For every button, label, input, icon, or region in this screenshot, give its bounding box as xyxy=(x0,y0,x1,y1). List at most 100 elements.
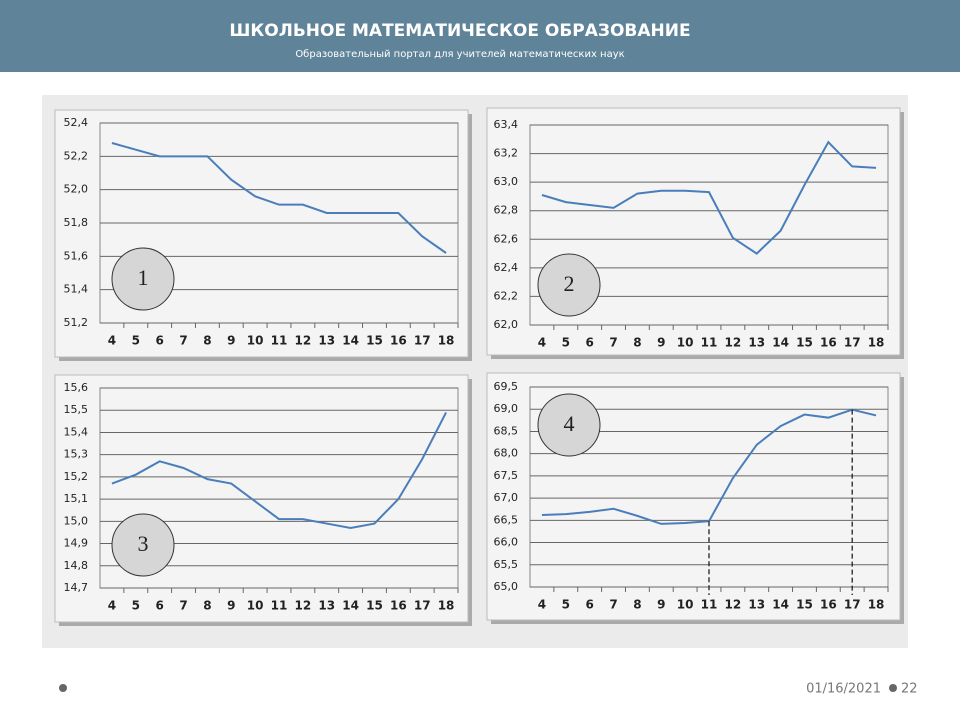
x-tick-label: 17 xyxy=(844,598,861,612)
x-tick-label: 7 xyxy=(609,336,617,350)
y-tick-label: 63,2 xyxy=(494,147,519,160)
x-tick-label: 10 xyxy=(247,334,264,348)
x-tick-label: 15 xyxy=(366,334,383,348)
x-tick-label: 14 xyxy=(772,598,789,612)
y-tick-label: 62,2 xyxy=(494,289,519,302)
x-tick-label: 8 xyxy=(633,598,641,612)
x-tick-label: 4 xyxy=(538,336,546,350)
y-tick-label: 51,4 xyxy=(64,283,89,296)
data-line xyxy=(541,408,877,525)
y-tick-label: 15,2 xyxy=(64,470,89,483)
y-tick-label: 62,4 xyxy=(494,261,519,274)
y-tick-label: 52,0 xyxy=(64,183,89,196)
x-tick-label: 11 xyxy=(271,599,288,613)
y-tick-label: 15,0 xyxy=(64,514,89,527)
footer-dot xyxy=(59,684,67,692)
y-tick-label: 62,0 xyxy=(494,318,519,331)
x-tick-label: 15 xyxy=(796,598,813,612)
x-tick-label: 10 xyxy=(247,599,264,613)
x-tick-label: 13 xyxy=(748,336,765,350)
header-subtitle: Образовательный портал для учителей мате… xyxy=(295,49,624,60)
x-tick-label: 14 xyxy=(772,336,789,350)
x-tick-label: 4 xyxy=(108,599,116,613)
y-tick-label: 63,4 xyxy=(494,118,519,131)
x-tick-label: 9 xyxy=(657,598,665,612)
x-tick-label: 5 xyxy=(562,336,570,350)
data-line xyxy=(111,411,447,530)
page-number: 22 xyxy=(901,682,918,697)
y-tick-label: 63,0 xyxy=(494,175,519,188)
annotation-circle xyxy=(537,393,601,457)
x-tick-label: 15 xyxy=(366,599,383,613)
x-tick-label: 12 xyxy=(725,336,742,350)
data-line xyxy=(111,142,447,254)
annotation-circle xyxy=(111,247,175,311)
y-tick-label: 51,2 xyxy=(64,316,89,329)
x-tick-label: 5 xyxy=(132,599,140,613)
y-tick-label: 67,5 xyxy=(494,469,519,482)
header-band xyxy=(0,0,960,72)
x-tick-label: 18 xyxy=(868,598,885,612)
x-tick-label: 9 xyxy=(227,599,235,613)
y-tick-label: 15,3 xyxy=(64,448,89,461)
y-tick-label: 69,0 xyxy=(494,402,519,415)
x-tick-label: 10 xyxy=(677,598,694,612)
y-tick-label: 62,8 xyxy=(494,204,519,217)
x-tick-label: 8 xyxy=(203,599,211,613)
y-tick-label: 67,0 xyxy=(494,491,519,504)
y-tick-label: 69,5 xyxy=(494,380,519,393)
y-tick-label: 15,4 xyxy=(64,425,89,438)
x-tick-label: 10 xyxy=(677,336,694,350)
x-tick-label: 17 xyxy=(414,599,431,613)
x-tick-label: 6 xyxy=(585,336,593,350)
y-tick-label: 65,5 xyxy=(494,558,519,571)
y-tick-label: 51,6 xyxy=(64,249,89,262)
x-tick-label: 8 xyxy=(633,336,641,350)
footer-dot xyxy=(889,684,897,692)
y-tick-label: 15,1 xyxy=(64,492,89,505)
x-tick-label: 12 xyxy=(725,598,742,612)
annotation-label: 2 xyxy=(564,271,575,296)
x-tick-label: 17 xyxy=(414,334,431,348)
x-tick-label: 7 xyxy=(609,598,617,612)
x-tick-label: 6 xyxy=(155,599,163,613)
x-tick-label: 18 xyxy=(438,334,455,348)
x-tick-label: 8 xyxy=(203,334,211,348)
x-tick-label: 16 xyxy=(820,598,837,612)
x-tick-label: 18 xyxy=(438,599,455,613)
x-tick-label: 9 xyxy=(227,334,235,348)
y-tick-label: 66,0 xyxy=(494,536,519,549)
x-tick-label: 5 xyxy=(132,334,140,348)
y-tick-label: 68,0 xyxy=(494,447,519,460)
y-tick-label: 14,9 xyxy=(64,537,89,550)
x-tick-label: 4 xyxy=(108,334,116,348)
y-tick-label: 52,4 xyxy=(64,116,89,129)
x-tick-label: 18 xyxy=(868,336,885,350)
data-line xyxy=(541,140,877,255)
y-tick-label: 62,6 xyxy=(494,232,519,245)
annotation-label: 3 xyxy=(138,531,149,556)
y-tick-label: 51,8 xyxy=(64,216,89,229)
y-tick-label: 68,5 xyxy=(494,424,519,437)
x-tick-label: 6 xyxy=(585,598,593,612)
x-tick-label: 16 xyxy=(820,336,837,350)
x-tick-label: 7 xyxy=(179,334,187,348)
x-tick-label: 12 xyxy=(295,334,312,348)
y-tick-label: 14,7 xyxy=(64,581,89,594)
x-tick-label: 13 xyxy=(318,334,335,348)
x-tick-label: 4 xyxy=(538,598,546,612)
y-tick-label: 15,6 xyxy=(64,381,89,394)
x-tick-label: 6 xyxy=(155,334,163,348)
annotation-circle xyxy=(111,513,175,577)
y-tick-label: 65,0 xyxy=(494,580,519,593)
x-tick-label: 11 xyxy=(271,334,288,348)
x-tick-label: 12 xyxy=(295,599,312,613)
x-tick-label: 17 xyxy=(844,336,861,350)
x-tick-label: 11 xyxy=(701,336,718,350)
x-tick-label: 16 xyxy=(390,599,407,613)
annotation-circle xyxy=(537,253,601,317)
x-tick-label: 15 xyxy=(796,336,813,350)
y-tick-label: 66,5 xyxy=(494,513,519,526)
y-tick-label: 52,2 xyxy=(64,149,89,162)
